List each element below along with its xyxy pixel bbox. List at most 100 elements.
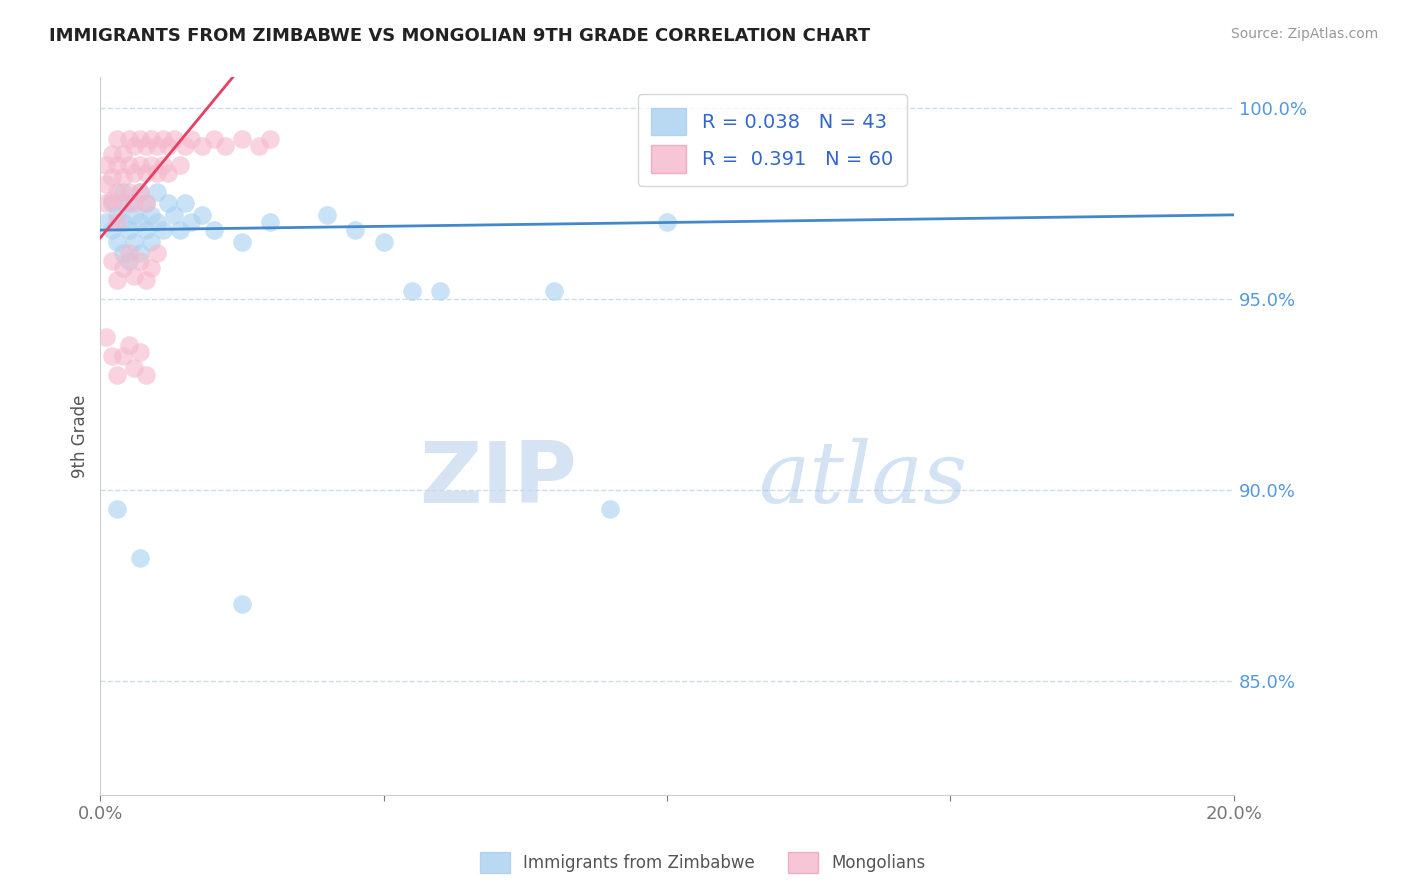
Point bbox=[141, 235, 163, 249]
Point bbox=[146, 185, 169, 199]
Point bbox=[124, 139, 146, 153]
Point bbox=[180, 131, 202, 145]
Point bbox=[157, 166, 180, 180]
Point bbox=[231, 131, 253, 145]
Point bbox=[135, 223, 157, 237]
Point bbox=[129, 158, 152, 172]
Point bbox=[111, 215, 134, 229]
Point bbox=[105, 368, 128, 383]
Point bbox=[135, 368, 157, 383]
Legend: Immigrants from Zimbabwe, Mongolians: Immigrants from Zimbabwe, Mongolians bbox=[474, 846, 932, 880]
Point bbox=[543, 284, 565, 298]
Point bbox=[111, 349, 134, 363]
Point bbox=[163, 131, 186, 145]
Point bbox=[100, 146, 122, 161]
Point bbox=[129, 253, 152, 268]
Point bbox=[152, 223, 174, 237]
Point bbox=[316, 208, 339, 222]
Point bbox=[141, 158, 163, 172]
Point bbox=[118, 158, 141, 172]
Point bbox=[118, 246, 141, 260]
Legend: R = 0.038   N = 43, R =  0.391   N = 60: R = 0.038 N = 43, R = 0.391 N = 60 bbox=[638, 95, 907, 186]
Point bbox=[100, 349, 122, 363]
Point bbox=[111, 261, 134, 276]
Point bbox=[191, 208, 214, 222]
Point bbox=[247, 139, 270, 153]
Point bbox=[129, 551, 152, 566]
Point bbox=[191, 139, 214, 153]
Point bbox=[124, 360, 146, 375]
Point bbox=[100, 196, 122, 211]
Point bbox=[401, 284, 423, 298]
Point bbox=[94, 196, 117, 211]
Point bbox=[202, 131, 225, 145]
Point bbox=[94, 215, 117, 229]
Point bbox=[129, 215, 152, 229]
Text: IMMIGRANTS FROM ZIMBABWE VS MONGOLIAN 9TH GRADE CORRELATION CHART: IMMIGRANTS FROM ZIMBABWE VS MONGOLIAN 9T… bbox=[49, 27, 870, 45]
Point bbox=[135, 166, 157, 180]
Point bbox=[111, 196, 134, 211]
Point bbox=[231, 597, 253, 611]
Point bbox=[94, 158, 117, 172]
Point bbox=[344, 223, 367, 237]
Point bbox=[174, 139, 197, 153]
Point bbox=[180, 215, 202, 229]
Point bbox=[118, 337, 141, 351]
Point bbox=[141, 261, 163, 276]
Point bbox=[129, 345, 152, 359]
Point bbox=[169, 158, 191, 172]
Point bbox=[373, 235, 395, 249]
Point bbox=[94, 178, 117, 192]
Point bbox=[152, 158, 174, 172]
Point bbox=[105, 215, 128, 229]
Point bbox=[135, 139, 157, 153]
Point bbox=[599, 501, 621, 516]
Point bbox=[100, 223, 122, 237]
Point bbox=[124, 166, 146, 180]
Point bbox=[118, 253, 141, 268]
Point bbox=[146, 139, 169, 153]
Point bbox=[202, 223, 225, 237]
Point bbox=[105, 185, 128, 199]
Point bbox=[157, 139, 180, 153]
Point bbox=[214, 139, 236, 153]
Point bbox=[129, 246, 152, 260]
Point bbox=[146, 215, 169, 229]
Point bbox=[118, 223, 141, 237]
Point bbox=[100, 169, 122, 184]
Point bbox=[655, 215, 678, 229]
Point bbox=[118, 185, 141, 199]
Point bbox=[105, 208, 128, 222]
Text: Source: ZipAtlas.com: Source: ZipAtlas.com bbox=[1230, 27, 1378, 41]
Point bbox=[135, 273, 157, 287]
Point bbox=[231, 235, 253, 249]
Point bbox=[105, 235, 128, 249]
Point bbox=[124, 268, 146, 283]
Point bbox=[169, 223, 191, 237]
Point bbox=[111, 246, 134, 260]
Point bbox=[111, 146, 134, 161]
Point bbox=[146, 166, 169, 180]
Point bbox=[174, 196, 197, 211]
Point bbox=[105, 501, 128, 516]
Text: ZIP: ZIP bbox=[419, 438, 576, 521]
Point bbox=[141, 131, 163, 145]
Point bbox=[152, 131, 174, 145]
Point bbox=[259, 131, 281, 145]
Point bbox=[135, 196, 157, 211]
Point bbox=[118, 196, 141, 211]
Point bbox=[105, 273, 128, 287]
Point bbox=[124, 196, 146, 211]
Point bbox=[124, 208, 146, 222]
Point bbox=[129, 131, 152, 145]
Point bbox=[94, 330, 117, 344]
Point bbox=[105, 158, 128, 172]
Y-axis label: 9th Grade: 9th Grade bbox=[72, 394, 89, 478]
Point bbox=[100, 193, 122, 207]
Point bbox=[146, 246, 169, 260]
Point bbox=[124, 235, 146, 249]
Point bbox=[135, 196, 157, 211]
Point bbox=[100, 253, 122, 268]
Point bbox=[111, 169, 134, 184]
Point bbox=[259, 215, 281, 229]
